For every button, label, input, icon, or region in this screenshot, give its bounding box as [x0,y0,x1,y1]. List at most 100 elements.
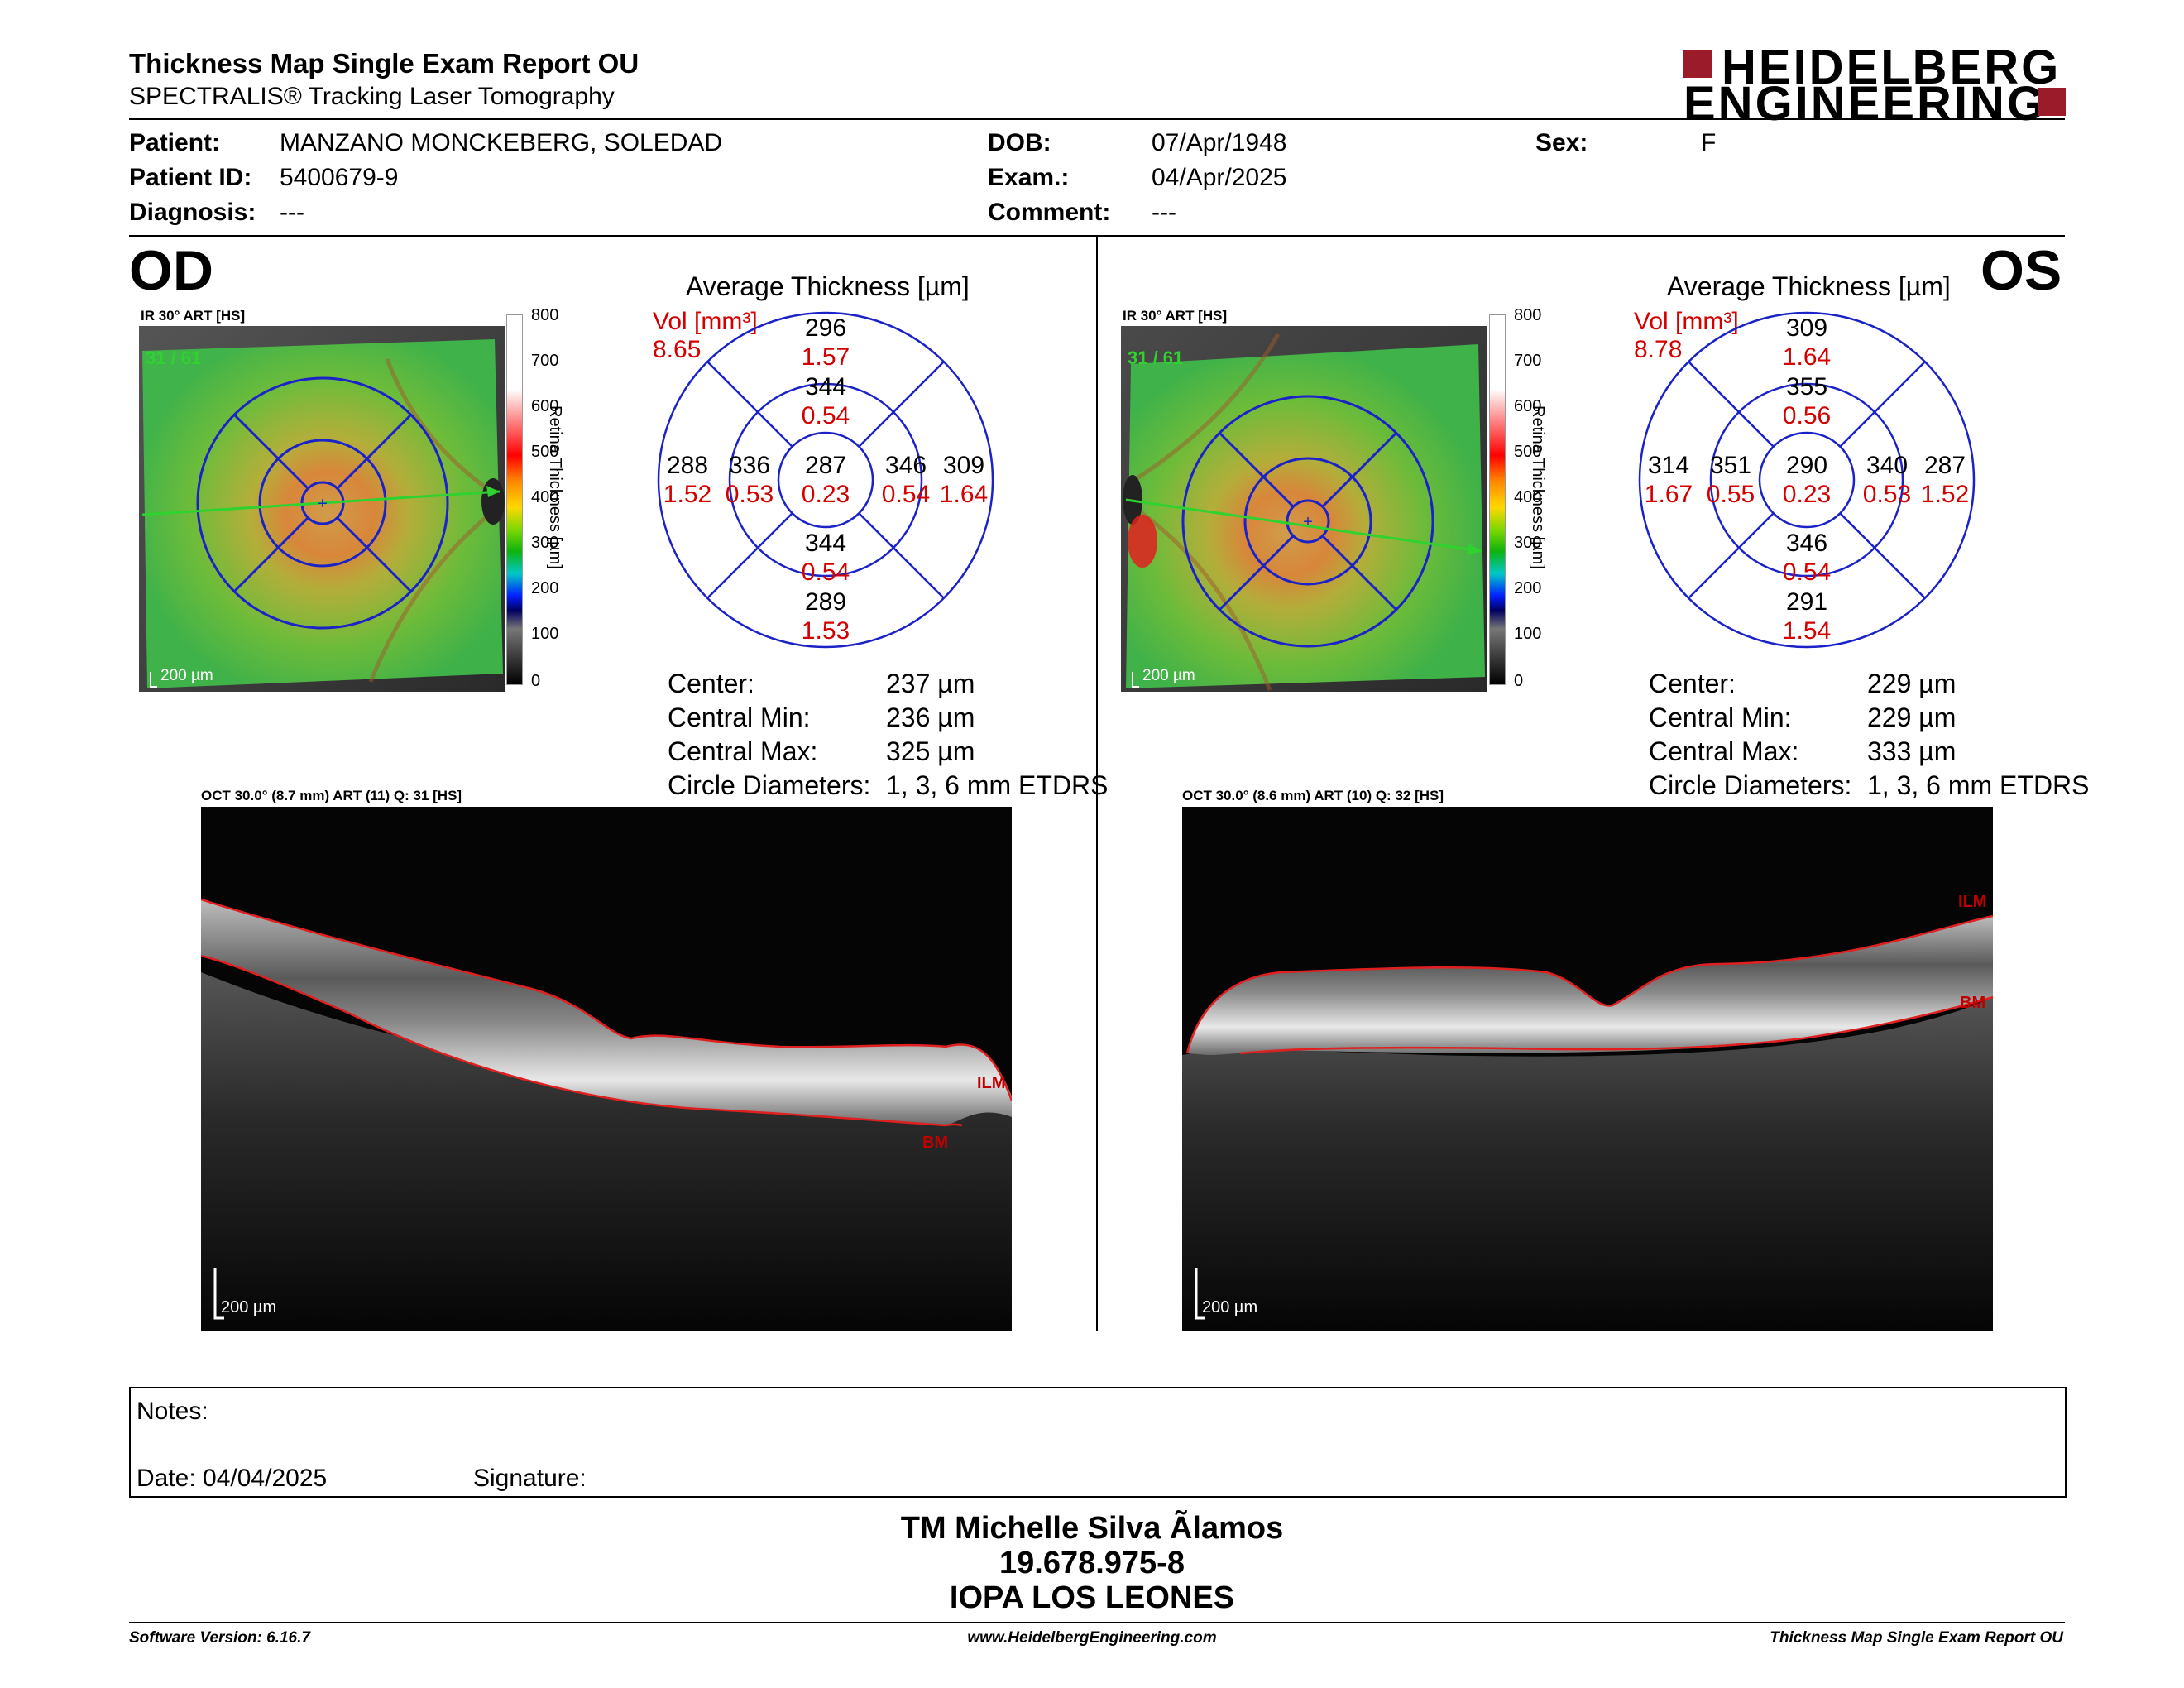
od-etdrs-spoke [336,516,413,593]
os-oct-scale: 200 µm [1202,1298,1257,1316]
os-inner-right-thickness: 340 [1866,452,1908,479]
os-scan-line [1125,498,1482,553]
sex-value: F [1701,129,1717,156]
od-colorbar-gradient [506,314,523,685]
os-ir-scale: 200 µm [1142,667,1195,684]
od-grid-spoke [706,361,793,448]
os-etdrs-inner-ring [1243,457,1372,586]
sex-label: Sex: [1535,129,1588,156]
dob-value: 07/Apr/1948 [1152,129,1287,156]
os-bm-label: BM [1960,994,1985,1012]
od-stat-label: Central Max: [668,736,818,766]
od-avg-title: Average Thickness [µm] [686,271,970,301]
footer-divider [129,1622,2065,1623]
od-grid-center-ring [777,431,874,529]
os-outer-right-thickness: 287 [1924,452,1966,479]
os-etdrs-center-ring [1286,499,1330,544]
od-etdrs-spoke [336,413,413,490]
od-vol-value: 8.65 [653,336,702,363]
os-etdrs-spoke [1218,535,1295,611]
od-vessel [368,502,505,683]
od-center-cross: + [318,495,328,513]
os-vol-label: Vol [mm³] [1634,308,1739,335]
os-stat-value: 333 µm [1867,736,1956,766]
patient-name: MANZANO MONCKEBERG, SOLEDAD [280,129,723,156]
clinic-name: IOPA LOS LEONES [949,1580,1235,1615]
od-etdrs-spoke [232,413,309,490]
os-bm-line [1239,995,1993,1055]
os-stat-label: Circle Diameters: [1649,770,1852,800]
od-stat-label: Center: [668,669,754,698]
od-inner-left-volume: 0.53 [726,481,774,508]
notes-box: Notes: Date: 04/04/2025 Signature: [129,1387,2067,1498]
heidelberg-logo: HEIDELBERG ENGINEERING [1684,44,2068,128]
od-colorbar-tick: 500 [531,443,559,461]
logo-square-top [1684,50,1712,78]
od-inner-right-thickness: 346 [885,452,927,479]
od-stat-value: 236 µm [886,703,975,732]
os-outer-left-volume: 1.67 [1645,481,1693,508]
od-etdrs-grid: 296 1.57 344 0.54 287 0.23 336 0.53 346 … [657,311,994,649]
os-center-cross: + [1303,513,1313,531]
od-outer-inferior-thickness: 289 [805,588,846,616]
os-grid-spoke [1688,361,1774,448]
os-stat-value: 229 µm [1867,669,1956,698]
os-grid-spoke [1839,512,1926,599]
os-vessel [1128,333,1281,486]
dob-label: DOB: [988,129,1051,156]
website-link[interactable]: www.HeidelbergEngineering.com [967,1629,1217,1647]
os-stat-value: 1, 3, 6 mm ETDRS [1867,770,2090,800]
os-etdrs-outer-ring [1181,395,1434,648]
os-colorbar-tick: 700 [1514,352,1542,370]
od-grid-outer-ring [657,311,994,649]
os-red-artifact [1128,515,1157,568]
eye-divider [1096,237,1098,1331]
od-colorbar-tick: 300 [531,534,559,552]
os-grid-spoke [1688,512,1774,599]
os-colorbar-tick: 100 [1514,625,1542,643]
od-grid-spoke [858,512,945,599]
os-oct-caption: OCT 30.0° (8.6 mm) ART (10) Q: 32 [HS] [1182,788,1444,803]
od-colorbar-label: Retina Thickness [µm] [546,405,564,569]
od-colorbar-tick: 700 [531,352,559,370]
os-colorbar-tick: 600 [1514,397,1542,415]
os-oct-choroid [1182,997,1993,1331]
od-colorbar-tick: 800 [531,306,559,324]
os-inner-inferior-thickness: 346 [1786,530,1827,557]
od-ilm-label: ILM [977,1074,1005,1092]
os-grid-outer-ring [1638,311,1976,649]
header-divider [129,118,2065,120]
patient-id-label: Patient ID: [129,164,252,191]
report-subtitle: SPECTRALIS® Tracking Laser Tomography [129,83,615,110]
os-grid-center-ring [1758,431,1856,529]
od-stat-label: Central Min: [668,703,811,732]
os-outer-superior-volume: 1.64 [1783,343,1831,371]
patient-id: 5400679-9 [280,164,399,191]
os-colorbar: 800 700 600 500 400 300 200 100 0 Retina… [1489,306,1572,690]
os-colorbar-tick: 300 [1514,534,1542,552]
od-thickness-overlay [142,339,503,688]
od-colorbar-tick: 100 [531,625,559,643]
od-grid-spoke [706,512,793,599]
os-etdrs-grid: 309 1.64 355 0.56 290 0.23 351 0.55 340 … [1638,311,1976,649]
signer-id: 19.678.975-8 [999,1546,1185,1580]
os-frame-counter: 31 / 61 [1128,348,1183,368]
os-outer-right-volume: 1.52 [1921,481,1969,508]
os-colorbar-tick: 200 [1514,579,1542,597]
os-inner-left-volume: 0.55 [1707,481,1755,508]
diagnosis-label: Diagnosis: [129,199,256,226]
os-stat-label: Central Min: [1649,703,1792,732]
os-vessel [1128,501,1272,691]
od-stat-value: 237 µm [886,669,975,698]
os-colorbar-gradient [1489,314,1506,685]
od-outer-right-volume: 1.64 [940,481,988,508]
diagnosis-value: --- [280,199,304,226]
od-outer-right-thickness: 309 [943,452,984,479]
os-colorbar-tick: 500 [1514,443,1542,461]
od-outer-superior-thickness: 296 [805,314,846,342]
od-colorbar-tick: 200 [531,579,559,597]
od-ilm-line [201,898,1012,1101]
os-inner-left-thickness: 351 [1710,452,1751,479]
od-ir-caption: IR 30° ART [HS] [141,308,246,324]
os-fundus-panel: IR 30° ART [HS] [1121,308,1487,692]
